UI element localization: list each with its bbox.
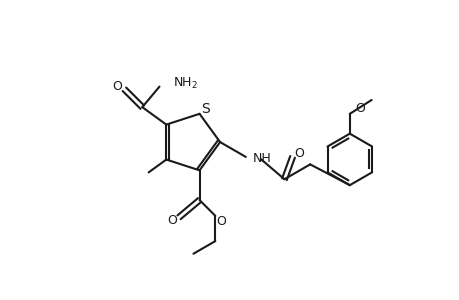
Text: O: O (112, 80, 122, 93)
Text: NH: NH (252, 152, 271, 165)
Text: S: S (201, 102, 209, 116)
Text: O: O (354, 102, 364, 116)
Text: NH$_2$: NH$_2$ (173, 76, 198, 91)
Text: O: O (216, 215, 226, 228)
Text: O: O (294, 147, 304, 161)
Text: O: O (167, 214, 177, 227)
